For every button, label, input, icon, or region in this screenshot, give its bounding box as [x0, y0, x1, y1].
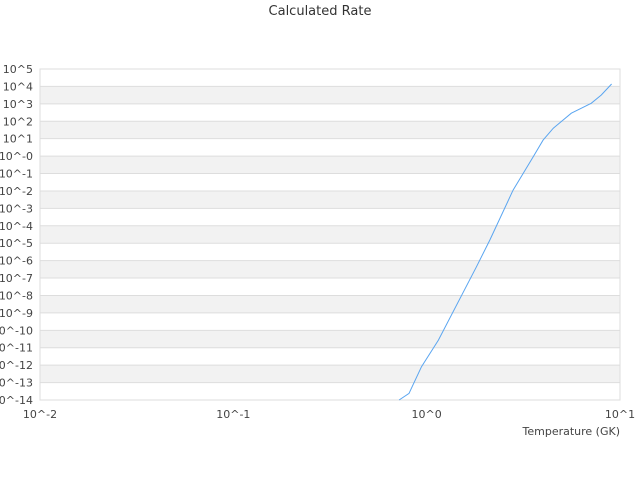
y-tick-label: 10^-7: [0, 272, 33, 285]
y-tick-label: 10^-10: [0, 324, 33, 337]
grid-band: [40, 208, 620, 226]
grid-band: [40, 243, 620, 261]
y-tick-label: 10^1: [3, 133, 33, 146]
plot-frame: [39, 68, 621, 401]
y-tick-label: 10^-12: [0, 359, 33, 372]
y-tick-label: 10^-3: [0, 202, 33, 215]
y-tick-label: 10^-0: [0, 150, 33, 163]
grid-band: [40, 138, 620, 157]
y-tick-label: 10^-13: [0, 377, 33, 390]
grid-band: [40, 190, 620, 209]
y-tick-label: 10^-5: [0, 237, 33, 250]
y-tick-label: 10^-4: [0, 220, 33, 233]
grid-band: [40, 225, 620, 244]
y-tick-label: 10^4: [3, 80, 33, 93]
grid-band: [40, 69, 620, 87]
x-tick-label: 10^-2: [23, 408, 57, 421]
y-tick-label: 10^5: [3, 63, 33, 76]
x-tick-label: 10^0: [412, 408, 442, 421]
x-axis-label: Temperature (GK): [522, 425, 621, 438]
grid-band: [40, 278, 620, 296]
grid-band: [40, 330, 620, 348]
x-tick-label: 10^1: [605, 408, 635, 421]
grid-band: [40, 121, 620, 139]
y-tick-label: 10^-6: [0, 255, 33, 268]
chart-title: Calculated Rate: [268, 4, 372, 19]
grid-band: [40, 347, 620, 366]
series-line: [398, 83, 612, 401]
grid-band: [40, 382, 620, 400]
grid-band: [40, 173, 620, 191]
y-tick-label: 10^2: [3, 115, 33, 128]
grid-band: [40, 156, 620, 174]
grid-band: [40, 260, 620, 279]
y-tick-label: 10^-9: [0, 307, 33, 320]
grid-band: [40, 103, 620, 122]
y-tick-label: 10^-2: [0, 185, 33, 198]
y-tick-label: 10^3: [3, 98, 33, 111]
y-tick-label: 10^-1: [0, 168, 33, 181]
grid-band: [40, 86, 620, 104]
y-tick-label: 10^-14: [0, 394, 33, 407]
y-tick-label: 10^-11: [0, 342, 33, 355]
grid-band: [40, 312, 620, 331]
grid-band: [40, 295, 620, 313]
grid-band: [40, 365, 620, 383]
x-tick-label: 10^-1: [216, 408, 250, 421]
y-tick-label: 10^-8: [0, 289, 33, 302]
